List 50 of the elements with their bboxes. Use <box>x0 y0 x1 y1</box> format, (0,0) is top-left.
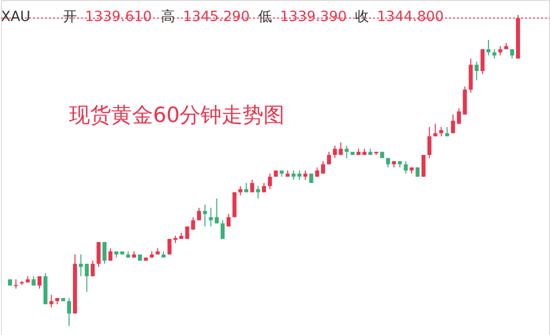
candlestick <box>292 170 296 180</box>
annotation: 开 1339.610 <box>63 9 152 25</box>
candlestick <box>480 48 485 75</box>
candlestick <box>427 126 432 159</box>
candlestick <box>268 173 272 190</box>
candlestick <box>84 263 89 292</box>
candlestick <box>197 207 202 221</box>
candlestick <box>303 170 308 180</box>
candlestick <box>90 260 95 277</box>
candlestick <box>191 216 196 230</box>
candlestick <box>326 151 331 165</box>
candlestick <box>256 186 260 199</box>
candlestick <box>321 160 326 174</box>
annotation: 收 1344.800 <box>355 9 444 25</box>
candlestick <box>386 158 390 168</box>
candlestick <box>344 145 349 159</box>
candlestick <box>297 170 302 180</box>
candlestick <box>226 214 231 227</box>
candlestick <box>38 276 42 290</box>
candlestick <box>108 248 112 262</box>
annotation: 低 1339.390 <box>258 9 347 25</box>
candlestick <box>404 160 408 174</box>
annotation: XAU <box>1 9 30 25</box>
candlestick <box>510 48 514 60</box>
candlestick <box>338 142 343 156</box>
candlestick <box>202 204 207 227</box>
candlestick <box>451 114 456 134</box>
candlestick <box>14 278 18 290</box>
candlestick <box>498 46 502 56</box>
candlestick <box>238 186 242 196</box>
candlestick <box>78 254 83 277</box>
candlestick <box>244 182 248 193</box>
candlestick <box>456 108 461 124</box>
candlestick <box>250 179 254 193</box>
text: 现货黄金60分钟走势图 <box>69 103 285 127</box>
candlestick <box>102 242 107 264</box>
candlestick <box>486 39 490 56</box>
candlestick <box>96 242 101 268</box>
candlestick <box>474 61 479 81</box>
candlestick <box>67 298 72 326</box>
candlestick <box>262 182 266 193</box>
candlestick <box>49 294 54 308</box>
annotation: 高 1345.290 <box>161 9 250 25</box>
candlestick <box>332 145 337 159</box>
candlestick <box>492 48 496 60</box>
candlestick <box>439 126 444 137</box>
candlestick <box>309 173 314 184</box>
candlestick <box>220 220 225 240</box>
candlestick <box>445 126 450 137</box>
candlestick <box>433 123 438 137</box>
